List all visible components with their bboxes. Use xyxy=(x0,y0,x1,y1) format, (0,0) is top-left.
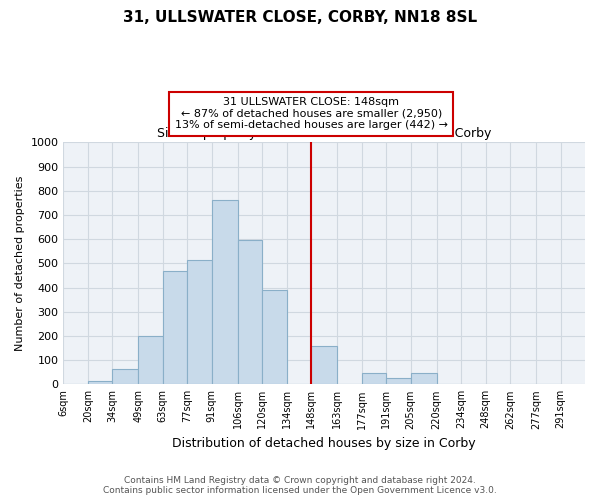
Bar xyxy=(187,260,212,384)
X-axis label: Distribution of detached houses by size in Corby: Distribution of detached houses by size … xyxy=(172,437,476,450)
Bar xyxy=(362,374,386,384)
Bar xyxy=(88,380,112,384)
Bar xyxy=(238,240,262,384)
Title: Size of property relative to detached houses in Corby: Size of property relative to detached ho… xyxy=(157,127,491,140)
Bar xyxy=(386,378,410,384)
Text: 31, ULLSWATER CLOSE, CORBY, NN18 8SL: 31, ULLSWATER CLOSE, CORBY, NN18 8SL xyxy=(123,10,477,25)
Bar xyxy=(112,368,139,384)
Bar xyxy=(311,346,337,385)
Y-axis label: Number of detached properties: Number of detached properties xyxy=(15,176,25,351)
Bar xyxy=(139,336,163,384)
Text: Contains HM Land Registry data © Crown copyright and database right 2024.
Contai: Contains HM Land Registry data © Crown c… xyxy=(103,476,497,495)
Bar xyxy=(262,290,287,384)
Bar xyxy=(212,200,238,384)
Bar xyxy=(410,374,437,384)
Bar xyxy=(163,270,187,384)
Text: 31 ULLSWATER CLOSE: 148sqm
← 87% of detached houses are smaller (2,950)
13% of s: 31 ULLSWATER CLOSE: 148sqm ← 87% of deta… xyxy=(175,97,448,130)
